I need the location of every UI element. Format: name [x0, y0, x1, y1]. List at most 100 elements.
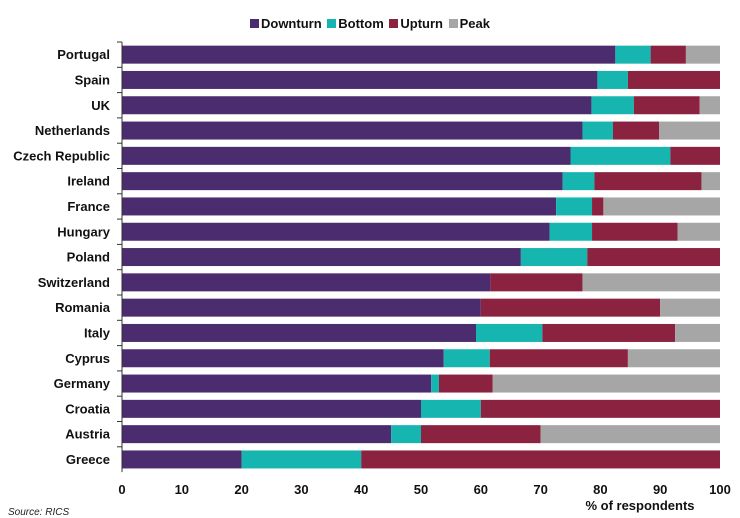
bar-netherlands-peak: [659, 121, 720, 140]
category-label-netherlands: Netherlands: [35, 123, 110, 138]
category-label-italy: Italy: [84, 325, 111, 340]
category-label-spain: Spain: [75, 72, 110, 87]
bar-croatia-upturn: [480, 399, 720, 418]
bar-greece-upturn: [361, 450, 720, 469]
bar-cyprus-upturn: [489, 349, 628, 368]
legend-swatch-peak: [448, 19, 458, 28]
category-label-austria: Austria: [65, 427, 111, 442]
category-label-ireland: Ireland: [67, 174, 110, 189]
bar-switzerland-peak: [582, 273, 720, 292]
bar-cyprus-downturn: [122, 349, 444, 368]
bar-czech-republic-downturn: [122, 146, 571, 165]
category-label-czech-republic: Czech Republic: [13, 148, 110, 163]
legend-label-downturn: Downturn: [260, 16, 322, 31]
bar-italy-peak: [675, 323, 720, 342]
x-tick-label-40: 40: [354, 482, 368, 497]
legend-label-upturn: Upturn: [400, 16, 443, 31]
bar-germany-peak: [492, 374, 720, 393]
category-label-croatia: Croatia: [65, 401, 111, 416]
bar-czech-republic-bottom: [570, 146, 671, 165]
bar-spain-bottom: [597, 70, 628, 89]
bar-spain-upturn: [627, 70, 720, 89]
bar-austria-downturn: [122, 425, 392, 444]
bar-poland-bottom: [520, 248, 588, 267]
bar-cyprus-bottom: [443, 349, 490, 368]
bar-poland-downturn: [122, 248, 521, 267]
x-tick-label-100: 100: [709, 482, 731, 497]
bar-poland-upturn: [587, 248, 720, 267]
legend-swatch-downturn: [249, 19, 259, 28]
bar-ireland-bottom: [562, 172, 595, 191]
x-tick-label-30: 30: [294, 482, 308, 497]
bar-portugal-upturn: [650, 45, 686, 64]
category-label-uk: UK: [91, 98, 110, 113]
bar-greece-bottom: [241, 450, 362, 469]
legend-item-upturn: Upturn: [389, 16, 443, 31]
category-label-france: France: [67, 199, 110, 214]
x-tick-label-0: 0: [118, 482, 125, 497]
legend-swatch-upturn: [389, 19, 399, 28]
legend-label-peak: Peak: [459, 16, 490, 31]
bar-germany-bottom: [431, 374, 439, 393]
category-label-portugal: Portugal: [57, 47, 110, 62]
bar-austria-bottom: [391, 425, 421, 444]
bar-italy-downturn: [122, 323, 477, 342]
bar-austria-upturn: [421, 425, 541, 444]
chart-legend: Downturn Bottom Upturn Peak: [0, 16, 740, 31]
bar-netherlands-upturn: [612, 121, 660, 140]
bar-netherlands-downturn: [122, 121, 583, 140]
category-label-romania: Romania: [55, 300, 111, 315]
bar-portugal-bottom: [615, 45, 651, 64]
bar-portugal-downturn: [122, 45, 616, 64]
x-tick-label-50: 50: [414, 482, 428, 497]
bar-switzerland-downturn: [122, 273, 491, 292]
x-tick-label-10: 10: [175, 482, 189, 497]
x-tick-label-90: 90: [653, 482, 667, 497]
bar-france-downturn: [122, 197, 557, 216]
legend-item-peak: Peak: [448, 16, 490, 31]
category-label-greece: Greece: [66, 452, 110, 467]
category-label-switzerland: Switzerland: [38, 275, 110, 290]
bar-croatia-downturn: [122, 399, 421, 418]
bar-italy-upturn: [542, 323, 676, 342]
x-tick-label-20: 20: [234, 482, 248, 497]
bar-hungary-bottom: [549, 222, 593, 241]
category-label-poland: Poland: [67, 250, 110, 265]
bar-spain-downturn: [122, 70, 598, 89]
legend-label-bottom: Bottom: [338, 16, 384, 31]
bar-hungary-downturn: [122, 222, 550, 241]
bar-uk-peak: [699, 96, 720, 115]
bar-germany-upturn: [438, 374, 493, 393]
category-label-hungary: Hungary: [57, 224, 111, 239]
bar-france-bottom: [556, 197, 593, 216]
x-tick-label-60: 60: [474, 482, 488, 497]
bar-uk-bottom: [591, 96, 634, 115]
category-label-germany: Germany: [54, 376, 111, 391]
bar-ireland-peak: [701, 172, 720, 191]
bar-croatia-bottom: [421, 399, 481, 418]
bar-greece-downturn: [122, 450, 242, 469]
bar-switzerland-upturn: [490, 273, 583, 292]
bar-czech-republic-upturn: [670, 146, 720, 165]
bar-italy-bottom: [476, 323, 543, 342]
category-label-cyprus: Cyprus: [65, 351, 110, 366]
legend-item-downturn: Downturn: [249, 16, 322, 31]
legend-swatch-bottom: [327, 19, 337, 28]
bar-romania-peak: [660, 298, 720, 317]
bar-uk-upturn: [633, 96, 700, 115]
legend-item-bottom: Bottom: [327, 16, 384, 31]
bar-austria-peak: [540, 425, 720, 444]
x-tick-label-80: 80: [593, 482, 607, 497]
x-tick-label-70: 70: [533, 482, 547, 497]
bar-hungary-upturn: [592, 222, 678, 241]
bar-romania-upturn: [480, 298, 661, 317]
bar-uk-downturn: [122, 96, 592, 115]
bar-romania-downturn: [122, 298, 481, 317]
x-axis-label: % of respondents: [585, 498, 695, 513]
source-note: Source: RICS: [8, 507, 70, 518]
bar-france-upturn: [592, 197, 604, 216]
bar-ireland-downturn: [122, 172, 563, 191]
bar-germany-downturn: [122, 374, 432, 393]
bar-portugal-peak: [685, 45, 720, 64]
